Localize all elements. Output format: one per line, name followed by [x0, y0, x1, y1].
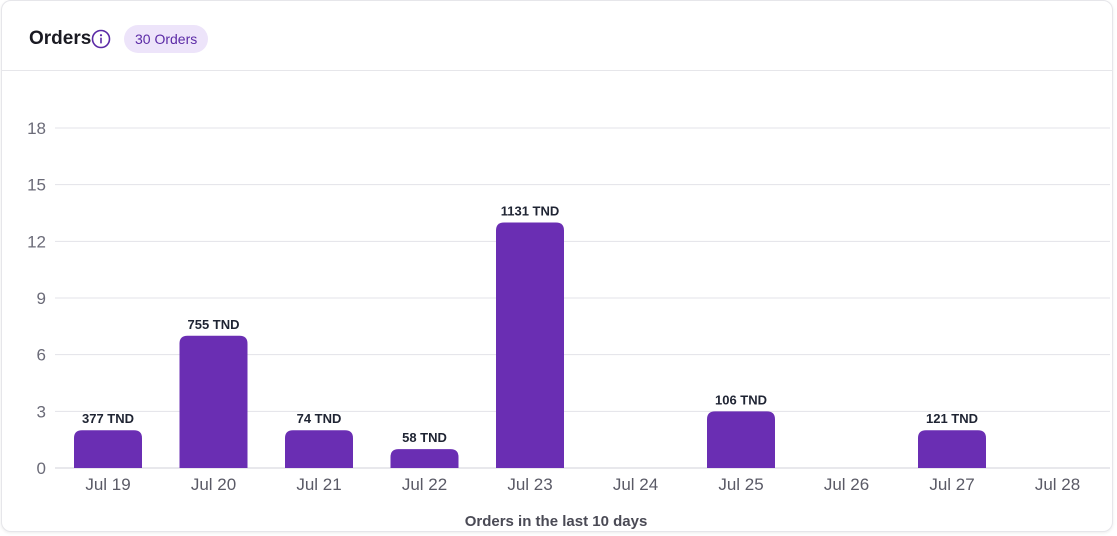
y-tick-label: 15	[27, 176, 46, 195]
bar[interactable]	[74, 430, 142, 468]
y-axis-ticks: 0 3 6 9 12 15 18	[27, 119, 46, 478]
x-tick-label: Jul 23	[507, 475, 552, 494]
bar-value-label: 106 TND	[715, 392, 767, 407]
bar[interactable]	[179, 335, 248, 468]
orders-count-badge: 30 Orders	[124, 25, 209, 53]
y-tick-label: 9	[37, 289, 46, 308]
x-axis-ticks: Jul 19 Jul 20 Jul 21 Jul 22 Jul 23 Jul 24 Jul …	[85, 475, 1080, 494]
card-title: Orders	[29, 28, 92, 49]
y-tick-label: 6	[37, 346, 46, 365]
card-header: Orders 30 Orders	[2, 1, 1112, 71]
bar-value-label: 74 TND	[297, 411, 342, 426]
bar-value-label: 58 TND	[402, 430, 447, 445]
y-tick-label: 3	[37, 402, 46, 421]
data-labels: 377 TND 755 TND 74 TND 58 TND 1131 TND 106 TN…	[82, 203, 978, 445]
x-tick-label: Jul 20	[191, 475, 236, 494]
x-tick-label: Jul 21	[296, 475, 341, 494]
bar[interactable]	[707, 411, 775, 468]
y-tick-label: 0	[37, 459, 46, 478]
bar-value-label: 755 TND	[187, 317, 239, 332]
bar[interactable]	[285, 430, 353, 468]
bar-value-label: 121 TND	[926, 411, 978, 426]
y-tick-label: 18	[27, 119, 46, 138]
x-axis-title: Orders in the last 10 days	[465, 513, 648, 530]
x-tick-label: Jul 26	[824, 475, 869, 494]
x-tick-label: Jul 24	[613, 475, 658, 494]
bar-value-label: 1131 TND	[501, 203, 560, 218]
bar[interactable]	[496, 222, 564, 468]
x-tick-label: Jul 25	[718, 475, 763, 494]
x-tick-label: Jul 28	[1035, 475, 1080, 494]
x-tick-label: Jul 22	[402, 475, 447, 494]
bar[interactable]	[390, 449, 459, 468]
y-tick-label: 12	[27, 232, 46, 251]
bars	[74, 222, 986, 468]
info-icon[interactable]	[91, 29, 111, 49]
x-tick-label: Jul 19	[85, 475, 130, 494]
x-tick-label: Jul 27	[929, 475, 974, 494]
bar[interactable]	[918, 430, 986, 468]
bar-value-label: 377 TND	[82, 411, 134, 426]
